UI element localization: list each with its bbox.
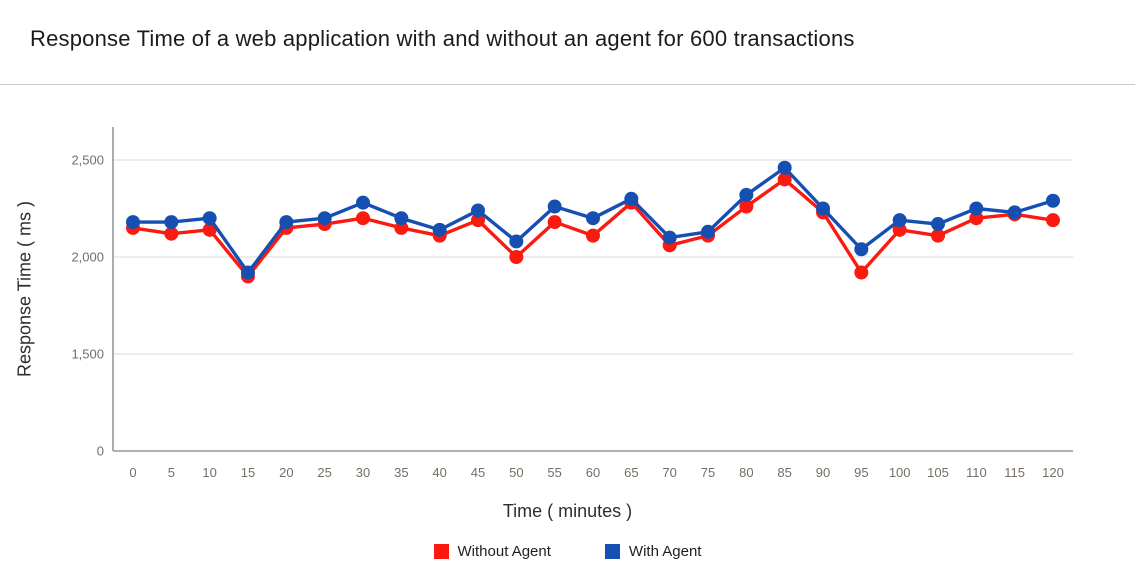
data-point-without-agent xyxy=(394,220,409,235)
x-axis-title: Time ( minutes ) xyxy=(502,501,633,521)
data-point-with-agent xyxy=(586,211,600,226)
x-tick-label: 90 xyxy=(816,465,830,480)
data-point-with-agent xyxy=(509,234,524,249)
data-point-without-agent xyxy=(969,211,984,226)
data-point-without-agent xyxy=(892,222,907,237)
data-point-with-agent xyxy=(126,215,140,230)
data-point-with-agent xyxy=(624,191,639,206)
x-tick-label: 50 xyxy=(509,465,523,480)
data-point-with-agent xyxy=(701,224,715,239)
data-point-with-agent xyxy=(241,265,255,280)
y-tick-label: 2,500 xyxy=(71,153,104,168)
legend-item-with-agent: With Agent xyxy=(604,543,702,560)
data-point-with-agent xyxy=(471,203,485,218)
data-point-without-agent xyxy=(586,228,600,243)
data-point-with-agent xyxy=(1007,205,1022,220)
y-tick-label: 2,000 xyxy=(71,250,104,265)
x-tick-label: 95 xyxy=(854,465,868,480)
x-tick-label: 100 xyxy=(889,465,911,480)
data-point-with-agent xyxy=(739,187,754,202)
data-point-with-agent xyxy=(854,242,869,257)
x-tick-label: 45 xyxy=(471,465,485,480)
x-tick-label: 85 xyxy=(777,465,791,480)
data-point-without-agent xyxy=(739,199,754,214)
x-tick-label: 115 xyxy=(1004,465,1025,480)
x-tick-label: 25 xyxy=(317,465,331,480)
data-point-without-agent xyxy=(202,222,217,237)
data-point-with-agent xyxy=(356,195,370,210)
data-point-with-agent xyxy=(164,215,179,230)
legend-swatch-with-agent xyxy=(604,544,620,559)
data-point-without-agent xyxy=(471,213,485,228)
data-point-without-agent xyxy=(1046,213,1060,228)
data-point-with-agent xyxy=(1046,193,1060,208)
data-point-with-agent xyxy=(662,230,677,245)
x-tick-label: 35 xyxy=(394,465,408,480)
data-point-with-agent xyxy=(394,211,409,226)
x-tick-label: 55 xyxy=(547,465,561,480)
x-tick-label: 0 xyxy=(129,465,136,480)
data-point-with-agent xyxy=(931,217,945,232)
chart-title: Response Time of a web application with … xyxy=(30,26,855,51)
x-tick-label: 40 xyxy=(432,465,446,480)
data-point-with-agent xyxy=(547,199,562,214)
x-tick-label: 80 xyxy=(739,465,753,480)
x-tick-label: 120 xyxy=(1042,465,1064,480)
x-tick-label: 5 xyxy=(168,465,175,480)
legend-label-without-agent: Without Agent xyxy=(457,543,551,560)
data-point-with-agent xyxy=(816,201,830,216)
legend-item-without-agent: Without Agent xyxy=(433,543,551,560)
data-point-without-agent xyxy=(547,215,562,230)
y-tick-label: 0 xyxy=(97,444,104,459)
data-point-with-agent xyxy=(432,222,447,237)
x-tick-label: 15 xyxy=(241,465,255,480)
x-tick-label: 20 xyxy=(279,465,293,480)
legend-label-with-agent: With Agent xyxy=(628,543,702,560)
series-line-without-agent xyxy=(131,177,1055,279)
y-tick-label: 1,500 xyxy=(71,347,104,362)
data-point-without-agent xyxy=(777,172,792,187)
data-point-without-agent xyxy=(164,226,179,241)
x-tick-label: 30 xyxy=(356,465,370,480)
x-tick-label: 70 xyxy=(662,465,676,480)
data-point-with-agent xyxy=(969,201,984,216)
data-point-without-agent xyxy=(509,250,524,264)
data-point-with-agent xyxy=(202,211,217,226)
x-tick-label: 110 xyxy=(966,465,987,480)
data-point-with-agent xyxy=(777,160,792,175)
x-tick-label: 105 xyxy=(927,465,949,480)
data-point-without-agent xyxy=(854,265,869,280)
x-tick-label: 75 xyxy=(701,465,715,480)
legend-swatch-without-agent xyxy=(433,544,449,559)
data-point-without-agent xyxy=(931,228,945,243)
x-tick-label: 10 xyxy=(202,465,216,480)
legend: Without Agent With Agent xyxy=(0,543,1135,560)
title-divider xyxy=(0,84,1135,85)
x-tick-label: 65 xyxy=(624,465,638,480)
data-point-without-agent xyxy=(356,211,370,226)
x-tick-label: 60 xyxy=(586,465,600,480)
data-point-with-agent xyxy=(317,211,332,226)
data-point-with-agent xyxy=(279,215,294,230)
y-axis-title: Response Time ( ms ) xyxy=(14,200,35,378)
data-point-with-agent xyxy=(892,213,907,228)
